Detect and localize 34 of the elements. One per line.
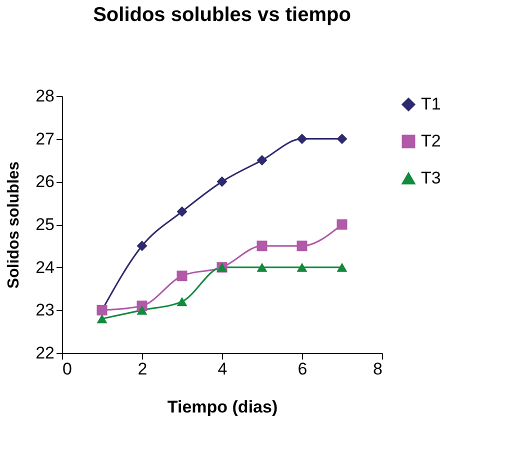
point xyxy=(256,262,268,272)
point xyxy=(216,176,228,187)
y-tick-label: 25 xyxy=(36,215,54,234)
legend-label: T2 xyxy=(421,132,441,150)
x-tick-label: 6 xyxy=(298,360,308,378)
point xyxy=(336,134,348,144)
y-tick-label: 23 xyxy=(36,300,54,320)
y-tick-label: 22 xyxy=(36,344,54,362)
point xyxy=(96,314,108,324)
point xyxy=(256,240,268,252)
point xyxy=(176,297,188,306)
y-tick-label: 27 xyxy=(36,129,54,148)
point xyxy=(136,240,148,252)
point xyxy=(296,262,308,272)
y-tick-label: 28 xyxy=(36,86,54,106)
y-tick-label: 26 xyxy=(36,172,54,192)
x-tick-label: 2 xyxy=(138,360,148,378)
point xyxy=(296,134,308,144)
point xyxy=(176,206,188,217)
y-axis-title: Solidos solubles xyxy=(6,161,23,289)
x-tick-label: 8 xyxy=(373,360,382,378)
point xyxy=(176,270,188,282)
y-tick-label: 24 xyxy=(36,258,54,277)
point xyxy=(256,155,268,166)
point xyxy=(296,240,308,252)
point xyxy=(336,219,348,230)
legend-label: T3 xyxy=(421,168,441,188)
chart-title: Solidos solubles vs tiempo xyxy=(93,4,351,26)
x-tick-label: 4 xyxy=(218,360,228,378)
point xyxy=(336,262,348,272)
x-tick-label: 0 xyxy=(62,360,72,378)
point xyxy=(136,306,148,315)
x-axis-title: Tiempo (dias) xyxy=(167,398,278,416)
legend-label: T1 xyxy=(421,94,441,114)
